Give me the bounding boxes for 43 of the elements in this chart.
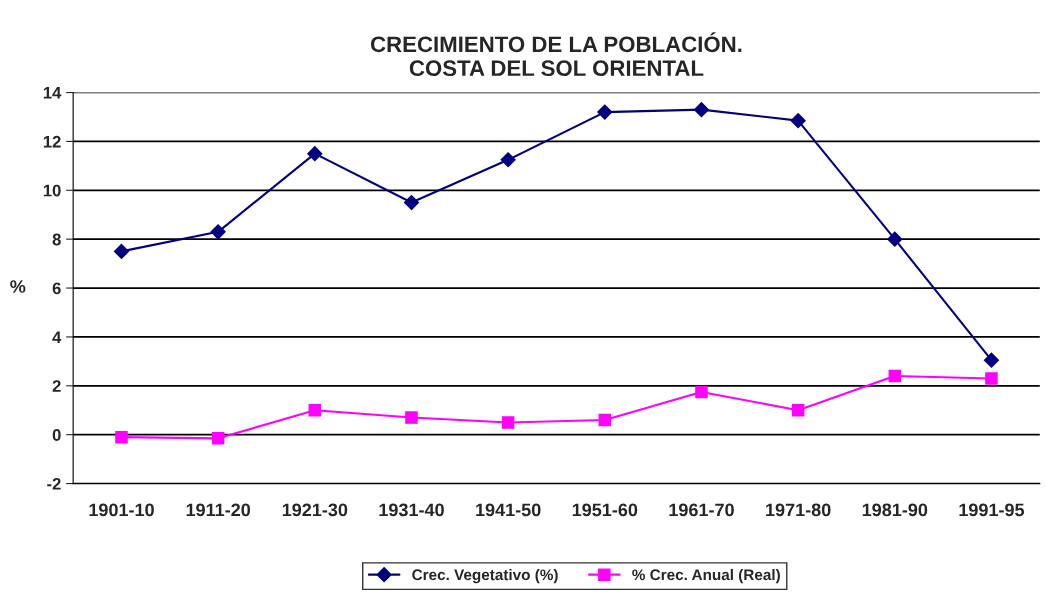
y-tick-label: 10 [43, 184, 61, 197]
y-tick-label: 2 [52, 380, 61, 392]
y-tick-label: 4 [52, 331, 62, 343]
y-axis-title: % [10, 280, 26, 293]
point [307, 146, 323, 162]
point [790, 113, 806, 129]
legend-label: Crec. Vegetativo (%) [412, 568, 558, 584]
point [887, 231, 903, 247]
point [115, 430, 128, 444]
point [405, 411, 418, 424]
point [791, 404, 805, 417]
point [598, 413, 612, 427]
x-tick-label: 1991-95 [959, 503, 1025, 517]
x-tick-label: 1971-80 [766, 503, 831, 517]
y-tick-label: -2 [47, 477, 61, 490]
x-tick-label: 1951-60 [572, 503, 638, 517]
x-tick-label: 1961-70 [669, 503, 734, 517]
x-tick-label: 1901-10 [89, 503, 154, 517]
point [211, 432, 225, 445]
x-tick-label: 1981-90 [862, 503, 928, 517]
x-tick-label: 1941-50 [476, 503, 541, 517]
point [693, 102, 710, 118]
x-tick-label: 1921-30 [282, 503, 348, 517]
x-tick-label: 1931-40 [379, 503, 444, 517]
chart-title: CRECIMIENTO DE LA POBLACIÓN. COSTA DEL SOL ORIENTAL [370, 32, 742, 77]
point [695, 385, 708, 399]
x-tick-label: 1911-20 [186, 503, 251, 517]
point [113, 243, 130, 259]
point [210, 224, 226, 240]
point [888, 369, 902, 383]
point [985, 372, 998, 385]
point [983, 352, 1000, 368]
y-tick-label: 14 [43, 87, 62, 99]
y-tick-label: 12 [43, 135, 61, 148]
y-tick-label: 8 [52, 233, 61, 246]
point [597, 104, 613, 120]
point [501, 416, 515, 429]
point [308, 404, 322, 417]
y-tick-label: 6 [52, 282, 61, 295]
point [403, 194, 420, 211]
point [500, 152, 516, 168]
legend-label: % Crec. Anual (Real) [632, 568, 780, 584]
y-tick-label: 0 [52, 429, 61, 441]
